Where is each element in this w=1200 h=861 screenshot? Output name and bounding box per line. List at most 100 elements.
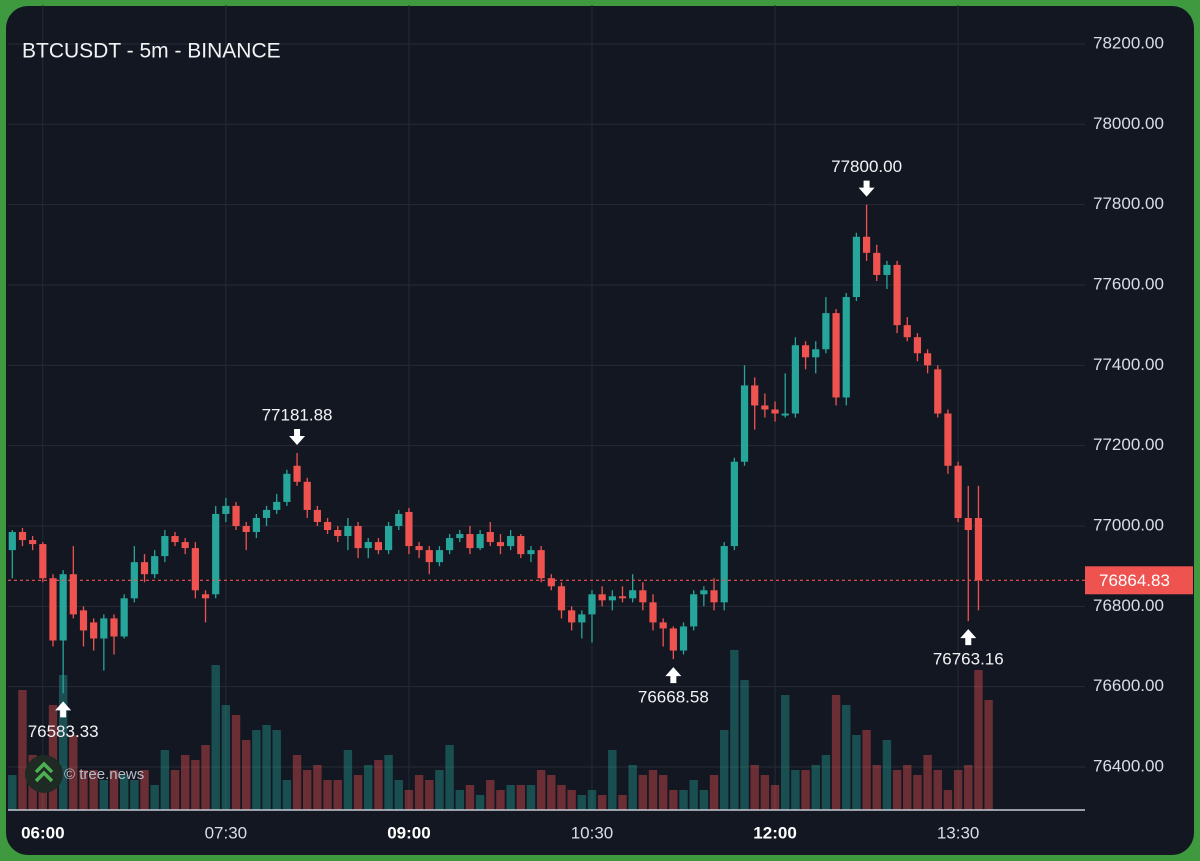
volume-bar — [709, 775, 719, 810]
x-tick-label: 09:00 — [387, 823, 430, 842]
candle-body — [730, 461, 738, 547]
candle-body — [425, 550, 433, 563]
candle-body — [649, 602, 657, 623]
volume-bar — [852, 735, 861, 810]
volume-bar — [760, 775, 770, 810]
y-tick-label: 77000.00 — [1093, 515, 1164, 534]
x-tick-label: 13:30 — [937, 823, 980, 842]
volume-bar — [69, 735, 78, 810]
candle-body — [242, 526, 250, 533]
volume-bar — [547, 775, 556, 810]
candle-body — [578, 614, 586, 623]
candle-body — [679, 626, 688, 651]
candle-body — [252, 517, 260, 533]
volume-bar — [750, 765, 759, 810]
candle-body — [486, 532, 494, 543]
volume-bar — [842, 705, 851, 810]
candle-body — [883, 264, 891, 275]
volume-bar — [414, 775, 424, 810]
candle-body — [79, 610, 88, 631]
candle-body — [466, 534, 474, 549]
chart-title: BTCUSDT - 5m - BINANCE — [22, 40, 281, 63]
candle-body — [364, 542, 372, 549]
candle-body — [618, 596, 627, 599]
volume-bar — [658, 775, 668, 810]
volume-bar — [882, 740, 892, 810]
candle-body — [49, 578, 57, 641]
panel — [6, 6, 1194, 855]
volume-bar — [577, 795, 587, 810]
candle-body — [90, 622, 98, 639]
volume-bar — [292, 755, 302, 810]
candle-body — [608, 596, 616, 601]
annotation-label: 76763.16 — [933, 650, 1004, 669]
y-tick-label: 77600.00 — [1093, 274, 1164, 293]
candle-body — [110, 618, 118, 637]
volume-bar — [282, 780, 292, 810]
candle-body — [791, 345, 799, 414]
candle-body — [354, 526, 362, 549]
volume-bar — [892, 770, 902, 810]
volume-bar — [526, 785, 536, 810]
volume-bar — [313, 765, 322, 810]
candle-body — [913, 337, 922, 354]
candle-body — [690, 594, 698, 627]
candle-body — [446, 538, 454, 551]
volume-bar — [496, 790, 505, 810]
volume-bar — [730, 650, 739, 810]
candle-body — [212, 513, 220, 595]
y-tick-label: 76600.00 — [1093, 676, 1164, 695]
volume-bar — [465, 785, 475, 810]
volume-bar — [913, 775, 922, 810]
candle-body — [140, 562, 149, 575]
volume-bar — [679, 790, 688, 810]
volume-bar — [364, 765, 373, 810]
volume-bar — [648, 770, 658, 810]
candle-body — [273, 501, 281, 510]
volume-bar — [669, 790, 678, 810]
candle-body — [761, 405, 769, 410]
candle-body — [476, 534, 484, 549]
candle-body — [751, 385, 759, 406]
volume-bar — [699, 790, 709, 810]
arrow-up — [665, 667, 682, 684]
candle-body — [710, 590, 718, 603]
x-tick-label: 07:30 — [205, 823, 248, 842]
candle-body — [568, 610, 576, 623]
candle-body — [801, 345, 810, 358]
annotation-label: 77181.88 — [262, 405, 333, 424]
volume-bar — [486, 780, 495, 810]
candle-body — [517, 536, 525, 555]
arrow-up — [960, 629, 977, 646]
candle-body — [944, 413, 952, 466]
candle-body — [537, 550, 545, 579]
volume-bar — [18, 690, 27, 810]
candle-body — [323, 521, 332, 531]
candle-body — [771, 409, 779, 414]
arrow-down — [858, 180, 875, 197]
x-tick-label: 12:00 — [753, 823, 796, 842]
annotation-label: 76668.58 — [638, 688, 709, 707]
y-tick-label: 76400.00 — [1093, 757, 1164, 776]
volume-bar — [984, 700, 993, 810]
candle-body — [171, 536, 179, 543]
volume-bar — [770, 785, 780, 810]
y-tick-label: 76800.00 — [1093, 596, 1164, 615]
volume-bar — [557, 785, 566, 810]
candle-body — [588, 594, 596, 615]
volume-bar — [923, 755, 932, 810]
volume-bar — [180, 755, 190, 810]
last-price-box — [1085, 566, 1193, 595]
volume-bar — [608, 750, 617, 810]
arrow-up — [55, 701, 72, 718]
candle-body — [832, 313, 840, 398]
volume-bar — [974, 670, 983, 810]
volume-bar — [99, 780, 109, 810]
candle-body — [100, 618, 108, 639]
volume-bar — [872, 765, 881, 810]
candle-body — [974, 517, 983, 581]
volume-bar — [191, 760, 200, 810]
candle-body — [39, 544, 47, 579]
volume-bar — [781, 695, 790, 810]
